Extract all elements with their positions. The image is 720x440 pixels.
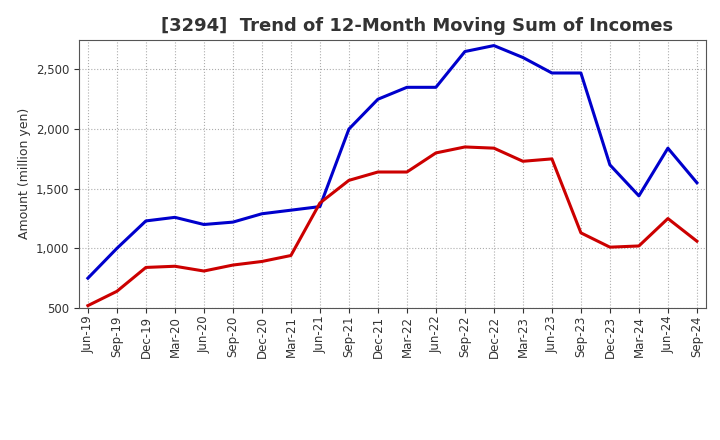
Ordinary Income bbox=[693, 180, 701, 185]
Net Income bbox=[287, 253, 295, 258]
Ordinary Income bbox=[374, 97, 382, 102]
Ordinary Income bbox=[315, 204, 324, 209]
Ordinary Income bbox=[664, 146, 672, 151]
Net Income bbox=[664, 216, 672, 221]
Net Income bbox=[431, 150, 440, 156]
Net Income bbox=[315, 200, 324, 205]
Ordinary Income bbox=[171, 215, 179, 220]
Net Income bbox=[490, 146, 498, 151]
Net Income bbox=[402, 169, 411, 175]
Net Income bbox=[112, 289, 121, 294]
Net Income bbox=[84, 303, 92, 308]
Ordinary Income bbox=[112, 246, 121, 251]
Ordinary Income bbox=[402, 84, 411, 90]
Net Income bbox=[258, 259, 266, 264]
Net Income bbox=[461, 144, 469, 150]
Ordinary Income bbox=[199, 222, 208, 227]
Net Income bbox=[548, 156, 557, 161]
Ordinary Income bbox=[287, 208, 295, 213]
Ordinary Income bbox=[577, 70, 585, 76]
Ordinary Income bbox=[142, 218, 150, 224]
Net Income bbox=[171, 264, 179, 269]
Ordinary Income bbox=[548, 70, 557, 76]
Ordinary Income bbox=[345, 126, 354, 132]
Net Income bbox=[374, 169, 382, 175]
Ordinary Income bbox=[258, 211, 266, 216]
Ordinary Income bbox=[431, 84, 440, 90]
Net Income bbox=[518, 159, 527, 164]
Net Income bbox=[693, 238, 701, 244]
Text: [3294]  Trend of 12-Month Moving Sum of Incomes: [3294] Trend of 12-Month Moving Sum of I… bbox=[161, 17, 672, 35]
Ordinary Income bbox=[461, 49, 469, 54]
Net Income bbox=[228, 262, 237, 268]
Net Income bbox=[142, 265, 150, 270]
Net Income bbox=[606, 245, 614, 250]
Ordinary Income bbox=[490, 43, 498, 48]
Ordinary Income bbox=[606, 162, 614, 168]
Net Income bbox=[199, 268, 208, 274]
Line: Net Income: Net Income bbox=[88, 147, 697, 306]
Net Income bbox=[345, 178, 354, 183]
Line: Ordinary Income: Ordinary Income bbox=[88, 46, 697, 278]
Y-axis label: Amount (million yen): Amount (million yen) bbox=[17, 108, 30, 239]
Ordinary Income bbox=[634, 193, 643, 198]
Ordinary Income bbox=[228, 220, 237, 225]
Ordinary Income bbox=[518, 55, 527, 60]
Ordinary Income bbox=[84, 275, 92, 281]
Net Income bbox=[634, 243, 643, 249]
Net Income bbox=[577, 230, 585, 235]
